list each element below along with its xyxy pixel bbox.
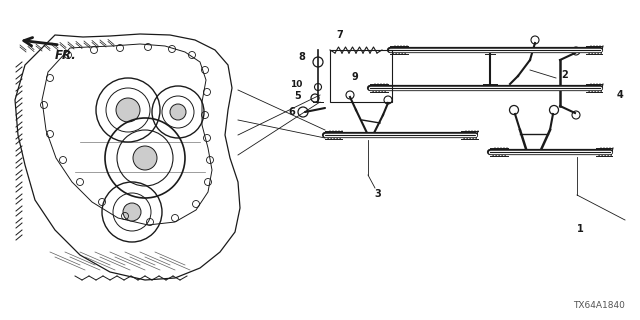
Text: 5: 5 (294, 91, 301, 101)
Text: 3: 3 (374, 189, 381, 199)
Circle shape (384, 96, 392, 104)
Text: TX64A1840: TX64A1840 (573, 301, 625, 310)
Circle shape (346, 91, 354, 99)
Text: 1: 1 (577, 224, 584, 234)
Circle shape (133, 146, 157, 170)
Bar (330, 50, 392, 102)
Circle shape (509, 106, 518, 115)
Text: 4: 4 (616, 90, 623, 100)
Text: 10: 10 (290, 80, 302, 89)
Circle shape (298, 107, 308, 117)
Circle shape (116, 98, 140, 122)
Text: 6: 6 (289, 107, 296, 117)
Circle shape (572, 111, 580, 119)
Circle shape (531, 36, 539, 44)
Circle shape (550, 106, 559, 115)
Text: FR.: FR. (55, 49, 77, 62)
Text: 8: 8 (299, 52, 305, 62)
Circle shape (572, 47, 580, 55)
Circle shape (123, 203, 141, 221)
Circle shape (170, 104, 186, 120)
Circle shape (311, 94, 319, 102)
Text: 2: 2 (562, 70, 568, 80)
Circle shape (313, 57, 323, 67)
Text: 9: 9 (351, 72, 358, 82)
Circle shape (314, 84, 321, 91)
Text: 7: 7 (337, 30, 344, 40)
